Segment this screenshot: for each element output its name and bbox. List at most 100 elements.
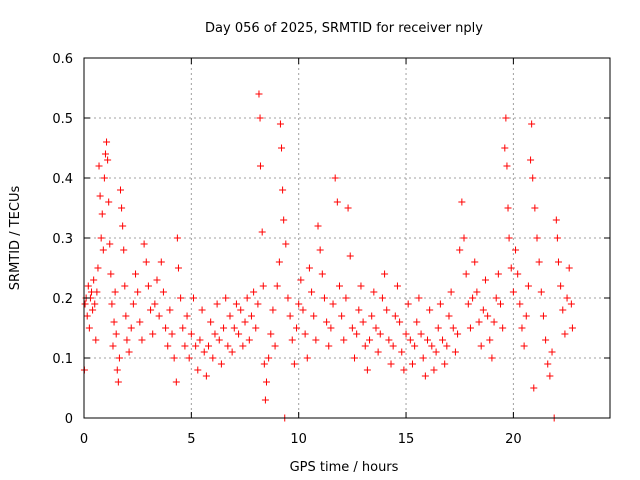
- data-point: [132, 270, 140, 278]
- data-point: [213, 300, 221, 308]
- data-point: [514, 270, 522, 278]
- data-point: [239, 342, 247, 350]
- data-point: [531, 204, 539, 212]
- data-point: [173, 234, 181, 242]
- data-point: [115, 354, 123, 362]
- data-point: [436, 300, 444, 308]
- data-point: [567, 300, 575, 308]
- data-point: [111, 288, 119, 296]
- data-point: [262, 378, 270, 386]
- data-point: [527, 156, 535, 164]
- data-point: [320, 294, 328, 302]
- data-point: [104, 156, 112, 164]
- data-point: [368, 312, 376, 320]
- data-point: [157, 258, 165, 266]
- data-point: [108, 300, 116, 308]
- y-tick-label: 0: [65, 412, 73, 427]
- data-point: [211, 330, 219, 338]
- data-point: [351, 354, 359, 362]
- data-point: [273, 282, 281, 290]
- data-point: [434, 324, 442, 332]
- data-point: [331, 174, 339, 182]
- data-point: [106, 240, 114, 248]
- data-point: [533, 234, 541, 242]
- data-point: [241, 318, 249, 326]
- data-point: [559, 306, 567, 314]
- data-point: [94, 264, 102, 272]
- data-point: [492, 294, 500, 302]
- data-point: [267, 330, 275, 338]
- data-point: [378, 294, 386, 302]
- data-point: [89, 306, 97, 314]
- data-point: [359, 318, 367, 326]
- data-point: [142, 258, 150, 266]
- data-point: [494, 270, 502, 278]
- data-point: [280, 216, 288, 224]
- data-point: [288, 336, 296, 344]
- data-point: [312, 336, 320, 344]
- data-point: [464, 300, 472, 308]
- data-point: [91, 300, 99, 308]
- data-point: [417, 330, 425, 338]
- data-point: [83, 312, 91, 320]
- y-tick-label: 0.1: [52, 352, 73, 367]
- data-point: [230, 324, 238, 332]
- data-point: [84, 282, 92, 290]
- data-point: [471, 258, 479, 266]
- data-point: [232, 300, 240, 308]
- data-point: [255, 90, 263, 98]
- data-point: [185, 354, 193, 362]
- data-point: [497, 300, 505, 308]
- data-point: [112, 330, 120, 338]
- data-point: [481, 276, 489, 284]
- data-point: [245, 336, 253, 344]
- data-point: [147, 306, 155, 314]
- data-point: [346, 252, 354, 260]
- data-point: [342, 294, 350, 302]
- data-point: [95, 162, 103, 170]
- data-point: [107, 270, 115, 278]
- data-point: [488, 354, 496, 362]
- y-tick-label: 0.4: [52, 172, 73, 187]
- data-point: [215, 336, 223, 344]
- data-point: [81, 300, 89, 308]
- data-point: [466, 324, 474, 332]
- data-point: [404, 300, 412, 308]
- data-point: [224, 342, 232, 350]
- data-point: [98, 210, 106, 218]
- data-point: [542, 336, 550, 344]
- data-point: [125, 348, 133, 356]
- x-tick-labels: 0 5 10 15 20: [80, 432, 522, 447]
- data-point: [529, 174, 537, 182]
- data-point: [424, 336, 432, 344]
- data-point: [454, 330, 462, 338]
- data-point: [222, 294, 230, 302]
- data-point: [155, 312, 163, 320]
- data-point: [164, 342, 172, 350]
- data-point: [122, 312, 130, 320]
- data-point: [387, 360, 395, 368]
- x-tick-label: 15: [398, 432, 415, 447]
- data-point: [243, 294, 251, 302]
- data-point: [391, 312, 399, 320]
- data-point: [518, 324, 526, 332]
- data-point: [177, 294, 185, 302]
- data-point: [303, 354, 311, 362]
- data-point: [451, 348, 459, 356]
- y-axis-label: SRMTID / TECUs: [8, 186, 23, 291]
- data-point: [372, 324, 380, 332]
- data-point: [174, 264, 182, 272]
- data-point: [123, 336, 131, 344]
- data-point: [226, 312, 234, 320]
- data-point: [462, 270, 470, 278]
- data-point: [297, 276, 305, 284]
- data-point: [430, 366, 438, 374]
- data-point: [166, 306, 174, 314]
- data-point: [85, 324, 93, 332]
- data-point: [400, 366, 408, 374]
- x-tick-label: 20: [505, 432, 522, 447]
- data-point: [325, 342, 333, 350]
- y-tick-label: 0.3: [52, 232, 73, 247]
- data-point: [293, 324, 301, 332]
